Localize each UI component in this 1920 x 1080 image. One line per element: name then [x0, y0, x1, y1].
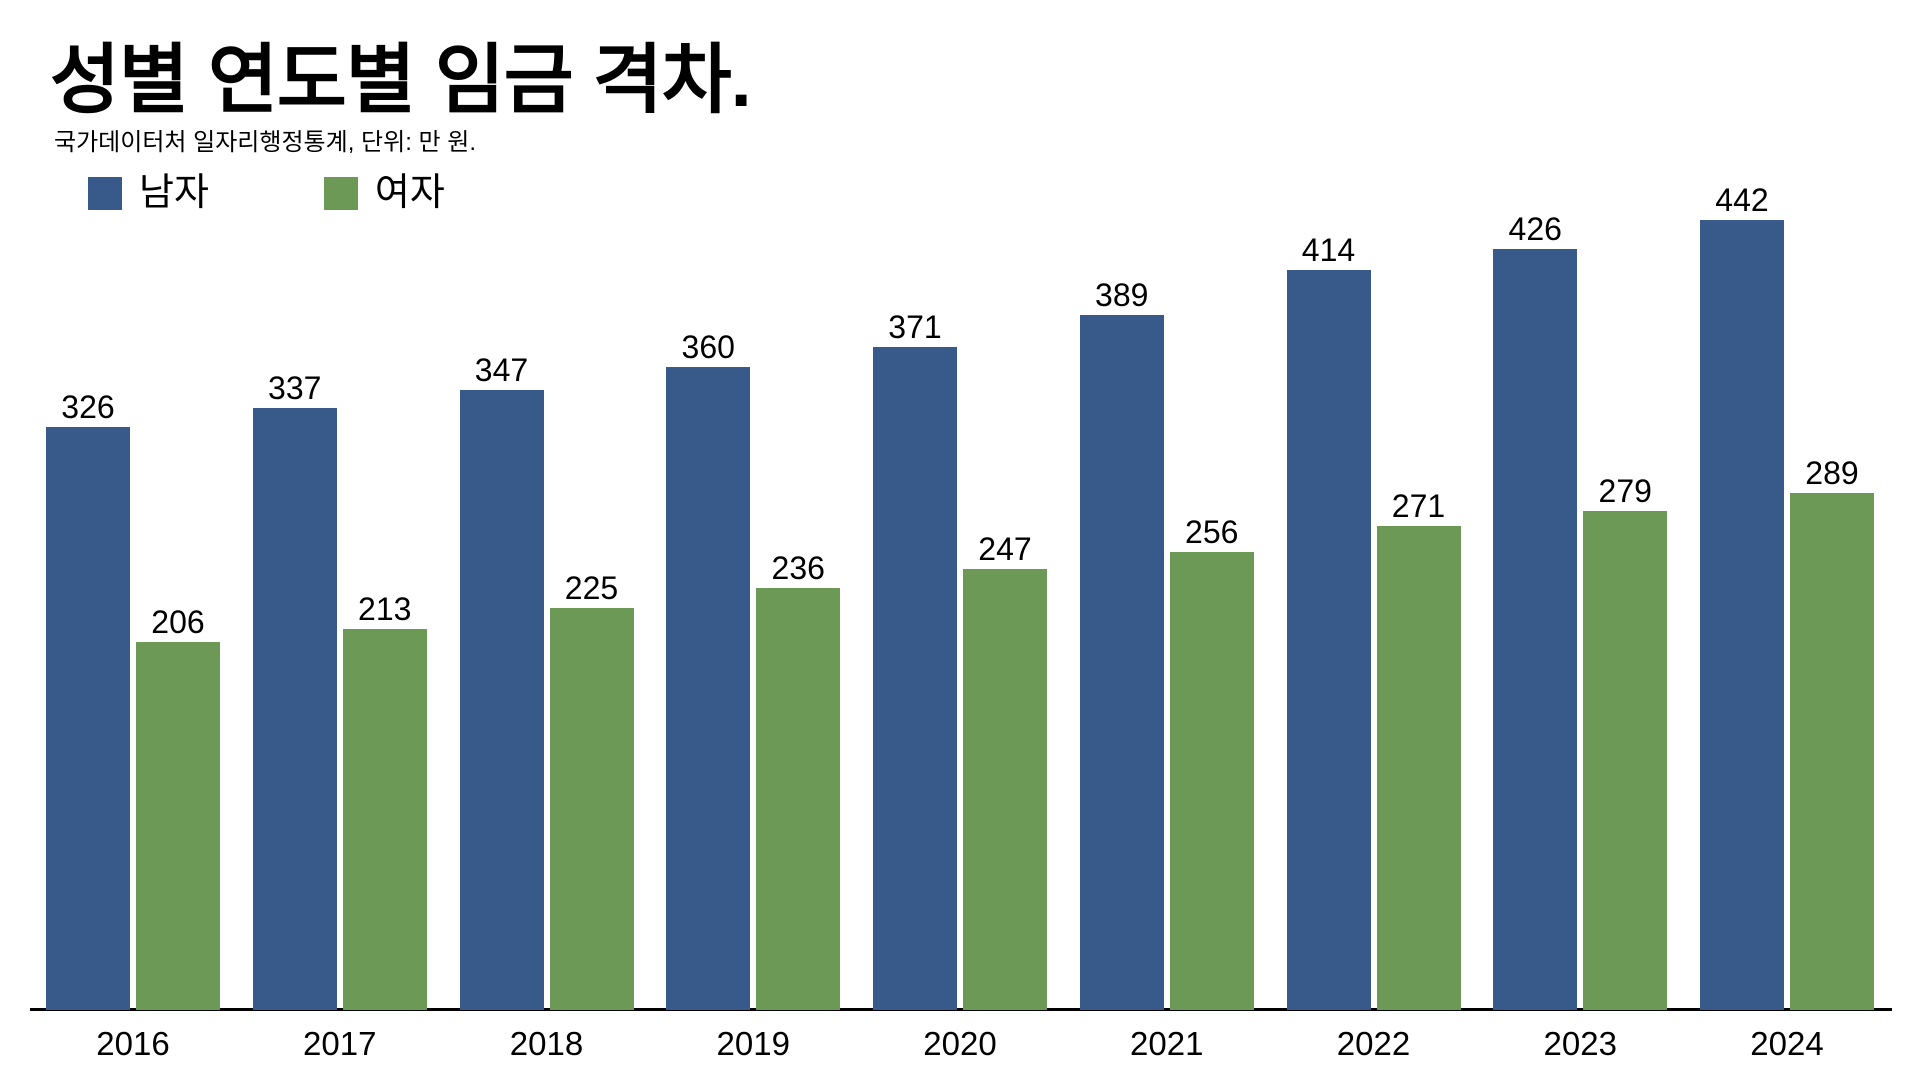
- x-axis-line: [30, 1008, 1892, 1011]
- legend-label-male: 남자: [139, 172, 209, 214]
- bar-male-2022: [1286, 269, 1371, 1010]
- bar-male-2021: [1079, 314, 1164, 1010]
- value-label-female-2024: 289: [1805, 455, 1859, 492]
- value-label-female-2021: 256: [1185, 514, 1239, 551]
- legend-label-female: 여자: [374, 172, 445, 214]
- x-tick-label-2020: 2020: [923, 1025, 997, 1062]
- value-label-female-2020: 247: [978, 530, 1032, 567]
- bar-male-2017: [252, 407, 337, 1010]
- x-tick-label-2024: 2024: [1750, 1025, 1824, 1062]
- bar-female-2019: [756, 588, 841, 1010]
- x-tick-label-2022: 2022: [1336, 1025, 1411, 1062]
- bar-female-2018: [549, 607, 634, 1010]
- value-label-male-2022: 414: [1301, 231, 1356, 268]
- value-label-male-2020: 371: [888, 308, 942, 345]
- legend-swatch-male-icon: [88, 176, 122, 210]
- value-label-male-2016: 326: [61, 389, 115, 426]
- value-label-female-2019: 236: [771, 550, 825, 587]
- bar-male-2023: [1493, 248, 1578, 1010]
- bar-male-2024: [1700, 219, 1784, 1010]
- value-label-female-2022: 271: [1391, 487, 1446, 524]
- value-label-female-2023: 279: [1598, 473, 1652, 510]
- value-label-female-2018: 225: [564, 569, 619, 606]
- x-tick-label-2023: 2023: [1543, 1025, 1617, 1062]
- x-tick-label-2021: 2021: [1130, 1025, 1204, 1062]
- bar-female-2023: [1583, 511, 1668, 1010]
- bar-female-2024: [1790, 493, 1874, 1010]
- value-label-male-2021: 389: [1095, 276, 1149, 313]
- legend: 남자 여자: [88, 174, 445, 212]
- bar-male-2020: [873, 346, 957, 1010]
- value-label-male-2018: 347: [474, 351, 529, 388]
- x-tick-label-2017: 2017: [303, 1025, 377, 1062]
- legend-item-female: 여자: [323, 172, 445, 214]
- x-tick-label-2019: 2019: [716, 1025, 790, 1062]
- bar-female-2017: [342, 629, 427, 1010]
- x-tick-label-2016: 2016: [96, 1025, 170, 1062]
- value-label-female-2017: 213: [358, 591, 412, 628]
- bar-male-2018: [459, 389, 544, 1010]
- value-label-female-2016: 206: [151, 603, 205, 640]
- value-label-male-2023: 426: [1508, 210, 1562, 247]
- bar-female-2020: [963, 568, 1047, 1010]
- value-label-male-2019: 360: [681, 328, 735, 365]
- bar-male-2016: [46, 427, 130, 1010]
- x-tick-label-2018: 2018: [509, 1025, 584, 1062]
- chart-title: 성별 연도별 임금 격차.: [50, 38, 752, 123]
- legend-item-male: 남자: [88, 174, 209, 212]
- bar-female-2021: [1169, 552, 1254, 1010]
- value-label-male-2024: 442: [1715, 181, 1769, 218]
- value-label-male-2017: 337: [268, 369, 322, 406]
- bar-female-2016: [136, 641, 220, 1010]
- bar-male-2019: [666, 366, 751, 1010]
- legend-swatch-female-icon: [323, 176, 358, 210]
- bar-female-2022: [1376, 525, 1461, 1010]
- chart-subtitle: 국가데이터처 일자리행정통계, 단위: 만 원.: [54, 129, 477, 156]
